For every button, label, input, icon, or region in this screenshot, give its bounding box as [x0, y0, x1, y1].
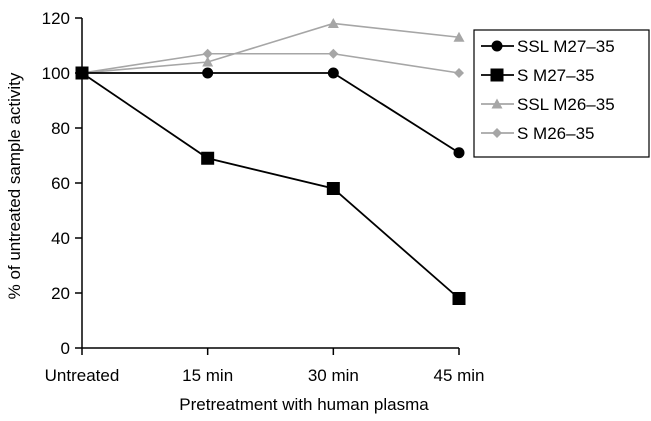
x-tick-label: 45 min: [433, 366, 484, 385]
data-point: [453, 147, 465, 159]
y-tick-label: 120: [42, 9, 70, 28]
data-point: [327, 18, 339, 28]
data-point: [202, 56, 214, 67]
legend-label: SSL M27–35: [517, 37, 615, 56]
legend-entry: SSL M27–35: [481, 37, 615, 56]
legend-marker: [491, 40, 503, 52]
x-tick-label: 15 min: [182, 366, 233, 385]
axes: 0 20 40 60 80 100 120 Untreated 15 min 30 min 45 m…: [42, 9, 485, 385]
data-point: [201, 151, 215, 165]
data-point: [453, 31, 465, 42]
series-1: [76, 67, 465, 159]
legend-marker: [492, 128, 502, 138]
y-tick-label: 80: [51, 119, 70, 138]
data-point: [202, 67, 214, 79]
series-line: [81, 22, 460, 74]
x-tick-label: Untreated: [45, 366, 120, 385]
series-line: [81, 52, 460, 74]
legend-entry: S M26–35: [481, 124, 595, 143]
legend-entry: S M27–35: [481, 66, 595, 85]
data-point: [452, 292, 466, 305]
legend-label: SSL M26–35: [517, 95, 615, 114]
y-tick-label: 60: [51, 174, 70, 193]
legend-entry: SSL M26–35: [481, 95, 615, 114]
legend-frame: [473, 29, 650, 158]
series-3: [76, 18, 465, 78]
series-line: [82, 72, 460, 154]
data-point: [327, 67, 339, 79]
data-point: [326, 182, 340, 195]
x-tick-label: 30 min: [308, 366, 359, 385]
legend-label: S M27–35: [517, 66, 595, 85]
x-axis-title: Pretreatment with human plasma: [179, 395, 429, 414]
y-tick-label: 100: [42, 64, 70, 83]
data-point: [76, 67, 88, 79]
y-tick-label: 20: [51, 284, 70, 303]
series-line: [81, 72, 460, 300]
data-point: [454, 68, 464, 78]
data-point: [328, 48, 339, 59]
legend: SSL M27–35 S M27–35 SSL M26–35 S M26–35: [473, 29, 650, 158]
y-tick-label: 40: [51, 229, 70, 248]
legend-marker: [491, 98, 503, 109]
y-axis-title: % of untreated sample activity: [5, 72, 24, 299]
series-layer: [75, 18, 466, 305]
y-tick-label: 0: [61, 339, 70, 358]
legend-marker: [490, 68, 504, 82]
series-2: [75, 66, 466, 305]
data-point: [202, 48, 213, 59]
legend-label: S M26–35: [517, 124, 595, 143]
